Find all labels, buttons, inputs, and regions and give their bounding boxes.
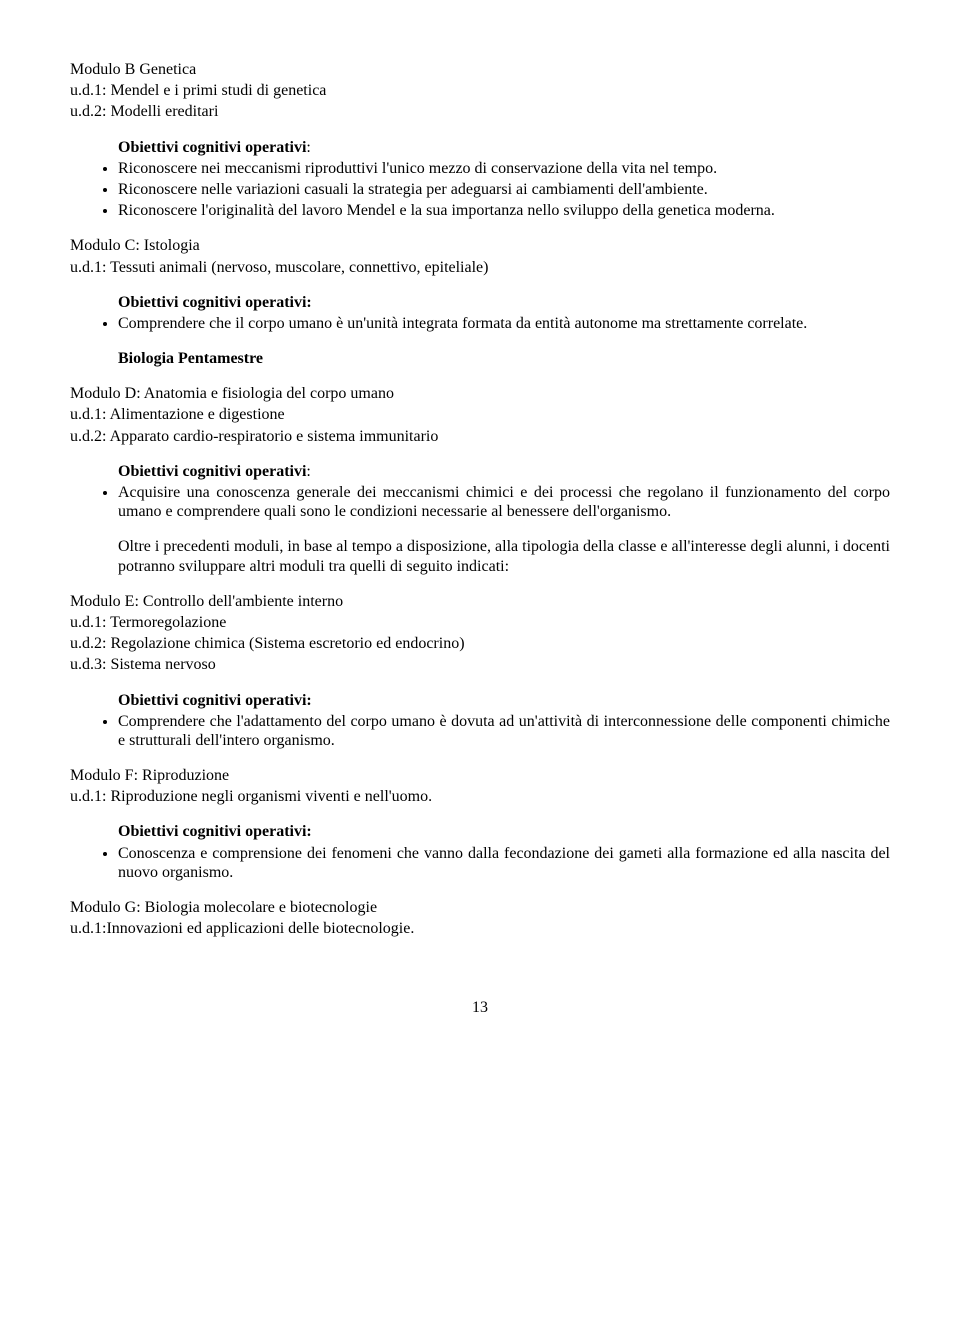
modb-b1: Riconoscere nei meccanismi riproduttivi … xyxy=(118,159,890,178)
modf-title: Modulo F: Riproduzione xyxy=(70,766,890,785)
modd-ud2: u.d.2: Apparato cardio-respiratorio e si… xyxy=(70,427,890,446)
modb-bullets: Riconoscere nei meccanismi riproduttivi … xyxy=(70,159,890,221)
modg-ud1: u.d.1:Innovazioni ed applicazioni delle … xyxy=(70,919,890,938)
modd-title: Modulo D: Anatomia e fisiologia del corp… xyxy=(70,384,890,403)
modd-obj-heading-line: Obiettivi cognitivi operativi: xyxy=(118,462,890,481)
modf-b1: Conoscenza e comprensione dei fenomeni c… xyxy=(118,844,890,882)
modd-bullets: Acquisire una conoscenza generale dei me… xyxy=(70,483,890,521)
modf-obj-heading: Obiettivi cognitivi operativi: xyxy=(118,822,890,841)
modf-ud1: u.d.1: Riproduzione negli organismi vive… xyxy=(70,787,890,806)
modg-title: Modulo G: Biologia molecolare e biotecno… xyxy=(70,898,890,917)
mode-bullets: Comprendere che l'adattamento del corpo … xyxy=(70,712,890,750)
mode-ud3: u.d.3: Sistema nervoso xyxy=(70,655,890,674)
modb-b2: Riconoscere nelle variazioni casuali la … xyxy=(118,180,890,199)
modc-title: Modulo C: Istologia xyxy=(70,236,890,255)
modc-bullets: Comprendere che il corpo umano è un'unit… xyxy=(70,314,890,333)
modd-obj-heading: Obiettivi cognitivi operativi xyxy=(118,463,306,480)
modb-ud1: u.d.1: Mendel e i primi studi di genetic… xyxy=(70,81,890,100)
modd-ud1: u.d.1: Alimentazione e digestione xyxy=(70,405,890,424)
modc-obj-heading: Obiettivi cognitivi operativi: xyxy=(118,293,890,312)
modd-note: Oltre i precedenti moduli, in base al te… xyxy=(118,537,890,575)
modc-ud1: u.d.1: Tessuti animali (nervoso, muscola… xyxy=(70,258,890,277)
modb-ud2: u.d.2: Modelli ereditari xyxy=(70,102,890,121)
modb-title: Modulo B Genetica xyxy=(70,60,890,79)
mode-obj-heading: Obiettivi cognitivi operativi: xyxy=(118,691,890,710)
modd-obj-colon: : xyxy=(306,463,310,480)
modb-obj-heading-line: Obiettivi cognitivi operativi: xyxy=(118,138,890,157)
mode-b1: Comprendere che l'adattamento del corpo … xyxy=(118,712,890,750)
pentamestre-title: Biologia Pentamestre xyxy=(118,349,890,368)
modb-obj-heading: Obiettivi cognitivi operativi xyxy=(118,139,306,156)
mode-title: Modulo E: Controllo dell'ambiente intern… xyxy=(70,592,890,611)
mode-ud1: u.d.1: Termoregolazione xyxy=(70,613,890,632)
modb-b3: Riconoscere l'originalità del lavoro Men… xyxy=(118,201,890,220)
modc-b1: Comprendere che il corpo umano è un'unit… xyxy=(118,314,890,333)
mode-ud2: u.d.2: Regolazione chimica (Sistema escr… xyxy=(70,634,890,653)
modf-bullets: Conoscenza e comprensione dei fenomeni c… xyxy=(70,844,890,882)
page-number: 13 xyxy=(70,998,890,1017)
modd-b1: Acquisire una conoscenza generale dei me… xyxy=(118,483,890,521)
modb-obj-colon: : xyxy=(306,139,310,156)
